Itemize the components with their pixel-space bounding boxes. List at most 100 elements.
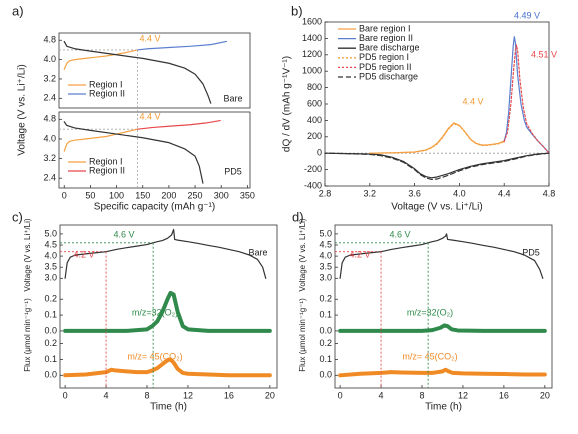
y-tick-label: 2.4 <box>43 93 56 103</box>
data-line <box>369 123 505 154</box>
axes-frame <box>334 224 553 389</box>
y-tick-label: 800 <box>307 82 322 92</box>
data-line <box>503 44 550 154</box>
y-tick-label: 2.4 <box>43 173 56 183</box>
y-tick-label: 0.0 <box>44 370 57 380</box>
legend-label: Bare region I <box>359 23 411 33</box>
data-line <box>324 152 550 181</box>
y-axis-label: Voltage (V vs. Li⁺/Li) <box>298 218 307 291</box>
y-tick-label: 1000 <box>302 66 322 76</box>
data-line <box>63 128 139 152</box>
y-tick-label: -400 <box>304 180 322 190</box>
y-tick-label: 0.1 <box>44 309 57 319</box>
y-tick-label: 3.2 <box>43 73 56 83</box>
annotation: Bare <box>248 247 267 257</box>
y-tick-label: 3.5 <box>319 262 332 272</box>
x-tick-label: 200 <box>161 190 176 200</box>
annotation: 4.4 V <box>462 96 483 106</box>
x-tick-label: 350 <box>240 190 255 200</box>
data-line <box>338 367 547 378</box>
x-tick-label: 8 <box>419 390 424 400</box>
y-tick-label: 0.0 <box>44 325 57 335</box>
x-axis-label: Specific capacity (mAh g⁻¹) <box>94 202 215 213</box>
x-tick-label: 150 <box>135 190 150 200</box>
y-tick-label: 4.5 <box>319 239 332 249</box>
data-line <box>63 121 204 184</box>
x-tick-label: 4.8 <box>543 188 556 198</box>
x-tick-label: 0 <box>63 390 68 400</box>
y-tick-label: 0.0 <box>319 325 332 335</box>
y-tick-label: 0.0 <box>319 370 332 380</box>
annotation: m/z=32(O₂) <box>132 307 178 317</box>
annotation: Bare <box>223 93 242 103</box>
annotation: m/z= 45(CO₂) <box>402 351 457 361</box>
y-tick-label: 1400 <box>302 33 322 43</box>
x-axis-label: Time (h) <box>150 402 187 413</box>
data-line <box>369 122 505 154</box>
annotation: 4.2 V <box>73 249 94 259</box>
legend-label: PD5 region II <box>359 62 412 72</box>
y-tick-label: 4.0 <box>44 250 57 260</box>
data-line <box>63 357 272 378</box>
annotation: PD5 <box>522 247 540 257</box>
annotation: 4.6 V <box>113 229 134 239</box>
y-tick-label: 3.0 <box>319 273 332 283</box>
legend-label: Bare discharge <box>359 43 420 53</box>
x-tick-label: 250 <box>188 190 203 200</box>
data-line <box>324 152 550 179</box>
x-tick-label: 0 <box>62 190 67 200</box>
x-axis-label: Time (h) <box>425 402 462 413</box>
data-line <box>136 119 221 130</box>
x-tick-label: 2.8 <box>319 188 332 198</box>
y-tick-label: 0.2 <box>319 338 332 348</box>
y-tick-label: 4.0 <box>43 133 56 143</box>
y-tick-label: 4.5 <box>44 239 57 249</box>
legend-label: Region II <box>89 88 125 98</box>
legend-label: PD5 region I <box>359 52 409 62</box>
y-tick-label: 3.0 <box>44 273 57 283</box>
x-tick-label: 300 <box>214 190 229 200</box>
annotation: 4.4 V <box>139 33 160 43</box>
legend-label: Region I <box>89 156 123 166</box>
x-tick-label: 4.0 <box>453 188 466 198</box>
annotation: m/z= 45(CO₂) <box>127 351 182 361</box>
y-tick-label: 3.2 <box>43 153 56 163</box>
data-line <box>338 323 547 333</box>
x-tick-label: 12 <box>183 390 193 400</box>
legend-label: PD5 discharge <box>359 71 418 81</box>
y-tick-label: 0.2 <box>319 294 332 304</box>
y-axis-label: Voltage (V vs. Li⁺/Li) <box>23 218 32 291</box>
y-axis-label: Flux (μmol min⁻¹g⁻¹) <box>298 298 307 372</box>
panel-label: d) <box>292 209 304 224</box>
annotation: 4.49 V <box>514 10 540 20</box>
x-tick-label: 100 <box>109 190 124 200</box>
y-tick-label: 0.2 <box>44 294 57 304</box>
x-tick-label: 4 <box>104 390 109 400</box>
y-tick-label: 3.5 <box>44 262 57 272</box>
x-tick-label: 4.4 <box>498 188 511 198</box>
annotation: 4.2 V <box>349 249 370 259</box>
annotation: 4.4 V <box>139 111 160 121</box>
x-tick-label: 0 <box>338 390 343 400</box>
legend-label: Bare region II <box>359 33 413 43</box>
y-tick-label: 1600 <box>302 16 322 26</box>
x-tick-label: 3.6 <box>408 188 421 198</box>
y-axis-label: Voltage (V vs. Li⁺/Li) <box>17 64 28 155</box>
y-tick-label: 200 <box>307 131 322 141</box>
axes-frame <box>59 224 278 389</box>
annotation: m/z=32(O₂) <box>407 307 453 317</box>
panel-label: b) <box>291 3 303 18</box>
y-tick-label: 4.0 <box>319 250 332 260</box>
y-tick-label: 0.2 <box>44 338 57 348</box>
y-tick-label: 4.8 <box>43 35 56 45</box>
y-tick-label: 0.1 <box>319 309 332 319</box>
y-axis-label: dQ / dV (mAh g⁻¹V⁻¹) <box>282 56 293 152</box>
y-tick-label: 0.1 <box>44 354 57 364</box>
y-tick-label: 5.0 <box>319 228 332 238</box>
x-tick-label: 20 <box>540 390 550 400</box>
data-line <box>63 40 212 104</box>
y-tick-label: 4.8 <box>43 114 56 124</box>
x-tick-label: 8 <box>144 390 149 400</box>
y-tick-label: 1200 <box>302 49 322 59</box>
